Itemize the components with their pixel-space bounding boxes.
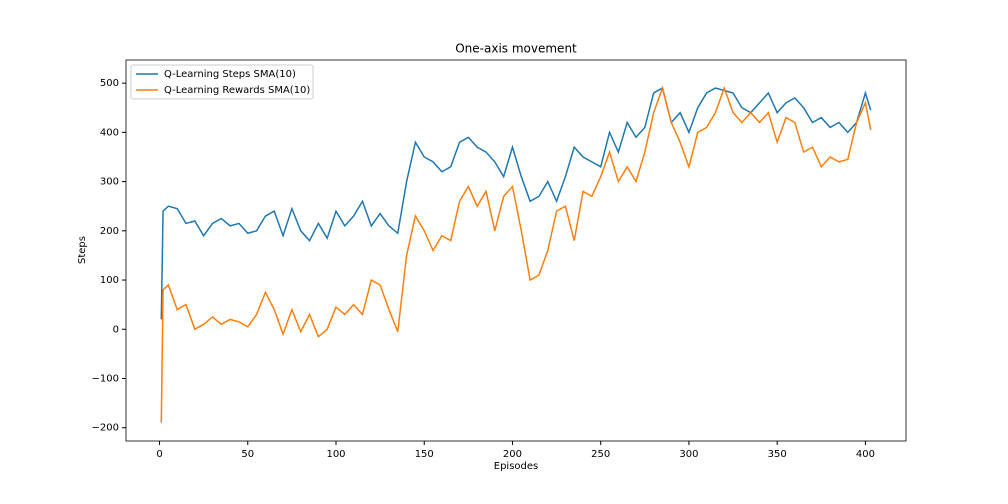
- y-tick-label: 0: [113, 324, 119, 335]
- legend-label: Q-Learning Rewards SMA(10): [164, 85, 310, 96]
- legend-label: Q-Learning Steps SMA(10): [164, 69, 296, 80]
- x-tick-label: 300: [679, 449, 698, 460]
- legend-box: [130, 64, 314, 100]
- x-axis-label: Episodes: [494, 461, 538, 472]
- series-line: [160, 85, 872, 423]
- x-tick-label: 150: [415, 449, 434, 460]
- y-tick-label: −200: [92, 423, 119, 434]
- x-tick-label: 50: [241, 449, 254, 460]
- y-tick-label: 400: [100, 127, 119, 138]
- y-tick-label: 500: [100, 78, 119, 89]
- x-tick-label: 200: [503, 449, 522, 460]
- y-tick-label: −100: [92, 373, 119, 384]
- x-tick-label: 400: [856, 449, 875, 460]
- y-tick-label: 300: [100, 177, 119, 188]
- x-tick-label: 100: [326, 449, 345, 460]
- y-tick-label: 200: [100, 226, 119, 237]
- plot-frame: [125, 59, 907, 442]
- x-tick-label: 350: [768, 449, 787, 460]
- chart-title: One-axis movement: [455, 42, 577, 56]
- y-axis-label: Steps: [77, 236, 88, 264]
- series-line: [160, 86, 872, 320]
- x-tick-label: 250: [591, 449, 610, 460]
- y-tick-label: 100: [100, 275, 119, 286]
- x-tick-label: 0: [156, 449, 162, 460]
